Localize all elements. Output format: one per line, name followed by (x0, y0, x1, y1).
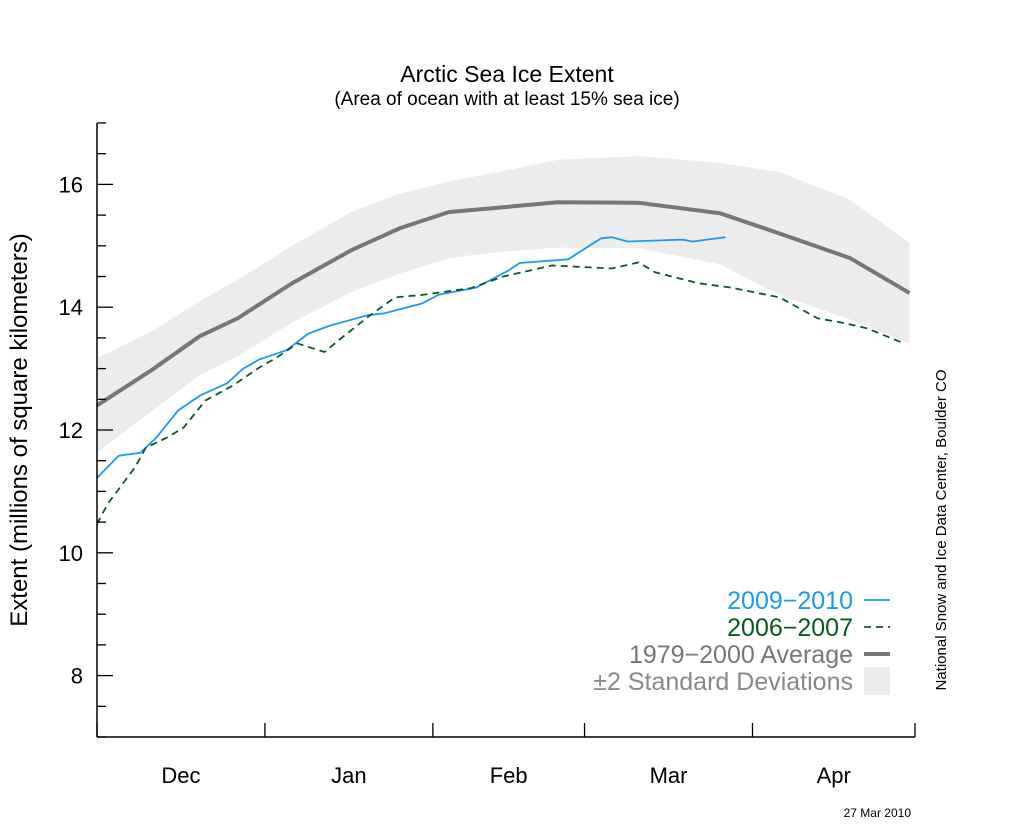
series-line-0 (95, 200, 911, 408)
legend-label-0: 2009−2010 (727, 587, 853, 615)
x-tick-label: Dec (161, 763, 200, 788)
x-tick-label: Jan (331, 763, 366, 788)
y-tick-label: 8 (71, 664, 83, 689)
chart-subtitle: (Area of ocean with at least 15% sea ice… (334, 89, 679, 110)
x-tick-label: Feb (490, 763, 528, 788)
chart-title: Arctic Sea Ice Extent (400, 61, 614, 87)
y-tick-label: 12 (59, 418, 83, 443)
legend-label-1: 2006−2007 (727, 614, 853, 642)
legend-swatch (864, 667, 890, 695)
legend-label-2: 1979−2000 Average (629, 641, 853, 669)
y-tick-label: 10 (59, 541, 83, 566)
x-tick-label: Apr (817, 763, 851, 788)
date-stamp: 27 Mar 2010 (844, 806, 912, 819)
series-line-1 (96, 236, 726, 479)
y-tick-label: 14 (59, 295, 83, 320)
std-dev-band (97, 156, 910, 453)
legend-label-3: ±2 Standard Deviations (593, 668, 853, 696)
x-tick-label: Mar (650, 763, 688, 788)
y-tick-label: 16 (59, 172, 83, 197)
credit-text: National Snow and Ice Data Center, Bould… (933, 369, 950, 690)
y-axis-label: Extent (millions of square kilometers) (6, 233, 33, 626)
